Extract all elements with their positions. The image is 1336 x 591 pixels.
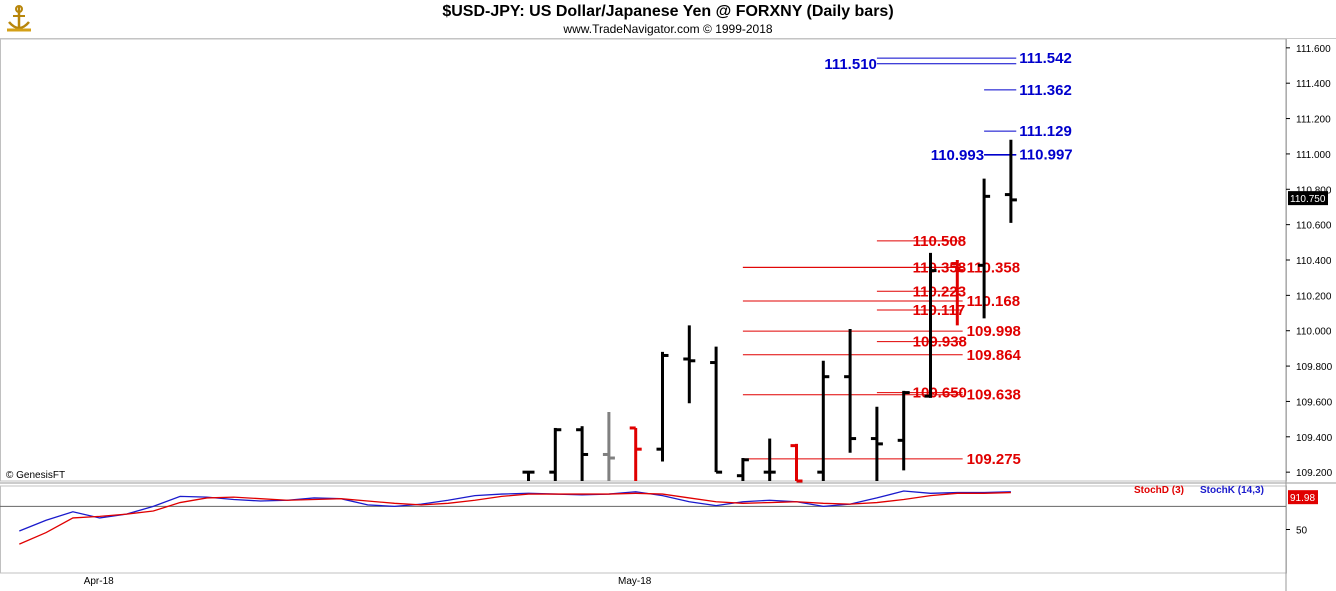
level-label-109.864: 109.864 (967, 347, 1022, 364)
level-label-111.510: 111.510 (824, 56, 877, 73)
stoch-tick-label: 50 (1296, 526, 1308, 537)
x-axis-label: Apr-18 (84, 576, 114, 587)
level-label-109.998: 109.998 (967, 323, 1021, 340)
chart-title: $USD-JPY: US Dollar/Japanese Yen @ FORXN… (442, 3, 894, 20)
ohlc-bar (736, 458, 749, 481)
ohlc-bar (522, 470, 535, 481)
ohlc-bar (870, 406, 883, 481)
ohlc-bar (924, 252, 937, 398)
price-tick-label: 110.600 (1296, 221, 1332, 232)
stochastic-panel: 50 91.98 StochD (3) StochK (14,3) Apr-18 May-… (0, 485, 1318, 587)
ohlc-bar (629, 426, 642, 481)
watermark: © GenesisFT (6, 470, 65, 481)
stoch-line-d (19, 491, 1011, 545)
price-tick-label: 109.200 (1296, 468, 1333, 479)
price-tick-label: 111.000 (1296, 150, 1331, 161)
stoch-last-badge (1288, 490, 1318, 505)
last-price-label: 110.750 (1290, 194, 1326, 205)
tradenavigator-logo-icon (4, 4, 34, 34)
level-label-109.938: 109.938 (913, 334, 967, 351)
level-label-111.362: 111.362 (1019, 82, 1072, 99)
stoch-legend-item: StochD (3) (1134, 485, 1184, 496)
price-tick-label: 110.400 (1296, 256, 1332, 267)
last-price-badge (1288, 191, 1328, 206)
price-tick-label: 110.000 (1296, 327, 1332, 338)
ohlc-bar (602, 412, 615, 481)
level-label-110.508: 110.508 (913, 233, 966, 250)
ohlc-bar (656, 351, 669, 462)
level-label-110.168: 110.168 (967, 293, 1020, 310)
price-tick-label: 109.400 (1296, 433, 1333, 444)
ohlc-bar (1004, 139, 1017, 223)
price-bars (522, 139, 1017, 483)
stoch-last-label: 91.98 (1290, 493, 1315, 504)
price-plot-area (0, 38, 1287, 482)
chart-frame: © GenesisFT (0, 38, 1336, 591)
level-label-109.275: 109.275 (967, 451, 1021, 468)
ohlc-bar (844, 328, 857, 453)
level-label-110.358: 110.358 (967, 259, 1020, 276)
level-label-110.117: 110.117 (913, 302, 966, 319)
price-axis: 111.600 111.400 111.200 111.000 110.800 110.6… (1286, 44, 1333, 479)
ohlc-bar (790, 443, 803, 483)
level-label-109.650: 109.650 (913, 385, 967, 402)
stochastic-plot-area (0, 485, 1287, 574)
ohlc-bar (897, 390, 910, 471)
price-tick-label: 109.600 (1296, 397, 1333, 408)
ohlc-bar (549, 427, 562, 481)
stoch-legend-item: StochK (14,3) (1200, 485, 1264, 496)
level-label-109.638: 109.638 (967, 387, 1021, 404)
ohlc-bar (817, 360, 830, 481)
ohlc-bar (951, 260, 964, 326)
chart-header: $USD-JPY: US Dollar/Japanese Yen @ FORXN… (0, 0, 1336, 39)
ohlc-bar (683, 325, 696, 404)
price-tick-label: 110.200 (1296, 291, 1332, 302)
support-resistance-levels: 111.542 111.510 111.362 111.129 110.997 110.9… (742, 50, 1073, 468)
level-label-110.993: 110.993 (931, 147, 984, 164)
level-label-111.542: 111.542 (1019, 50, 1072, 67)
ohlc-bar (763, 438, 776, 481)
ohlc-bar (710, 346, 723, 474)
price-tick-label: 110.800 (1296, 185, 1332, 196)
chart-subtitle: www.TradeNavigator.com © 1999-2018 (563, 22, 773, 36)
level-label-110.997: 110.997 (1019, 146, 1072, 163)
price-tick-label: 111.600 (1296, 44, 1331, 55)
x-axis-label: May-18 (618, 576, 652, 587)
ohlc-bar (576, 426, 589, 481)
price-tick-label: 111.400 (1296, 79, 1331, 90)
ohlc-bar (978, 178, 991, 319)
level-label-110.223: 110.223 (913, 283, 966, 300)
price-tick-label: 109.800 (1296, 362, 1333, 373)
price-tick-label: 111.200 (1296, 115, 1331, 126)
level-label-111.129: 111.129 (1019, 123, 1072, 140)
